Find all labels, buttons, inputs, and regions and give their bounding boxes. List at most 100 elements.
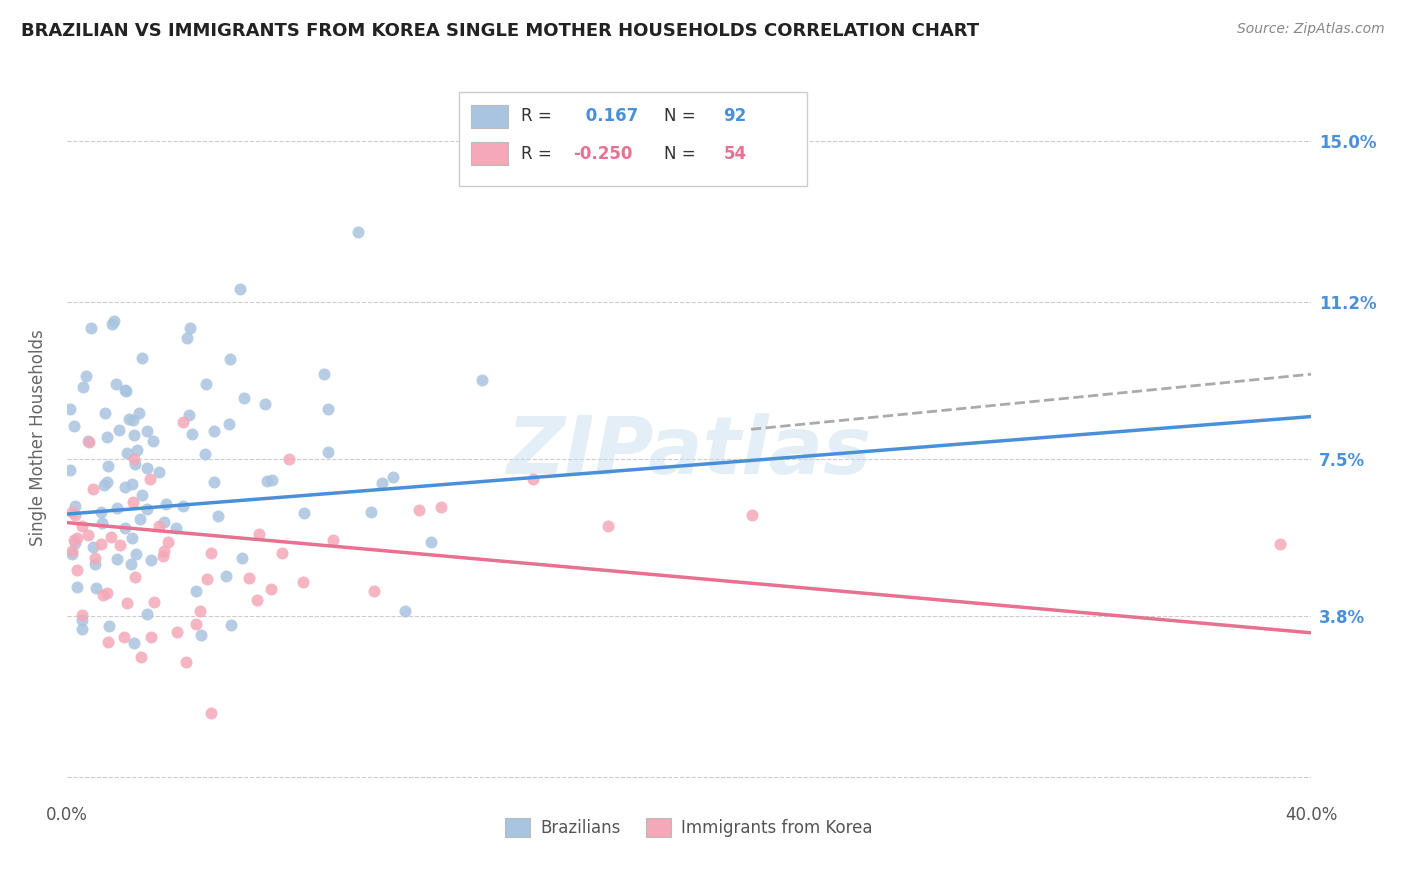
FancyBboxPatch shape — [471, 143, 509, 165]
Point — [97, 635, 120, 649]
Point — [59, 463, 82, 477]
Point — [215, 569, 238, 583]
Point — [194, 447, 217, 461]
Point — [115, 446, 138, 460]
Point — [101, 318, 124, 332]
Point — [238, 571, 260, 585]
Point — [142, 595, 165, 609]
Point — [128, 406, 150, 420]
Point — [188, 604, 211, 618]
Point — [63, 536, 86, 550]
Point — [1268, 537, 1291, 551]
Point — [202, 425, 225, 439]
Text: ZIPatlas: ZIPatlas — [506, 413, 872, 491]
Point — [430, 500, 453, 515]
Text: 0.167: 0.167 — [581, 107, 638, 126]
Point — [112, 630, 135, 644]
Text: BRAZILIAN VS IMMIGRANTS FROM KOREA SINGLE MOTHER HOUSEHOLDS CORRELATION CHART: BRAZILIAN VS IMMIGRANTS FROM KOREA SINGL… — [21, 22, 979, 40]
Point — [122, 427, 145, 442]
Point — [124, 452, 146, 467]
Point — [253, 397, 276, 411]
Point — [136, 461, 159, 475]
Point — [186, 583, 208, 598]
Point — [96, 586, 118, 600]
Point — [62, 547, 84, 561]
Point — [219, 352, 242, 367]
Point — [246, 593, 269, 607]
Point — [218, 417, 240, 432]
Point — [200, 706, 222, 721]
Point — [363, 583, 385, 598]
Point — [66, 531, 89, 545]
Point — [139, 630, 162, 644]
Point — [93, 477, 115, 491]
Point — [127, 443, 149, 458]
Point — [115, 596, 138, 610]
Point — [96, 458, 118, 473]
Point — [371, 476, 394, 491]
Point — [155, 497, 177, 511]
Text: N =: N = — [664, 107, 696, 126]
Point — [180, 427, 202, 442]
Point — [139, 472, 162, 486]
FancyBboxPatch shape — [458, 92, 807, 186]
Point — [120, 558, 142, 572]
Point — [148, 465, 170, 479]
Point — [66, 563, 89, 577]
Point — [197, 572, 219, 586]
Point — [360, 505, 382, 519]
Point — [179, 321, 201, 335]
Point — [108, 538, 131, 552]
Point — [139, 553, 162, 567]
Point — [125, 547, 148, 561]
Point — [63, 533, 86, 547]
Point — [322, 533, 344, 547]
Point — [77, 434, 100, 449]
Point — [382, 470, 405, 484]
Point — [63, 419, 86, 434]
Point — [136, 607, 159, 621]
Point — [107, 424, 129, 438]
Point — [190, 628, 212, 642]
Text: 54: 54 — [724, 145, 747, 163]
Point — [152, 544, 174, 558]
Point — [347, 225, 370, 239]
Point — [77, 434, 100, 449]
Point — [114, 383, 136, 397]
Point — [292, 506, 315, 520]
Legend: Brazilians, Immigrants from Korea: Brazilians, Immigrants from Korea — [499, 812, 879, 844]
Point — [70, 607, 93, 622]
Point — [114, 480, 136, 494]
Point — [157, 534, 180, 549]
Point — [84, 551, 107, 566]
Point — [131, 488, 153, 502]
Point — [314, 367, 336, 381]
Point — [316, 402, 339, 417]
Point — [90, 536, 112, 550]
Point — [247, 526, 270, 541]
FancyBboxPatch shape — [471, 105, 509, 128]
Point — [105, 552, 128, 566]
Point — [114, 521, 136, 535]
Point — [91, 588, 114, 602]
Point — [270, 546, 292, 560]
Point — [70, 519, 93, 533]
Point — [105, 377, 128, 392]
Point — [121, 494, 143, 508]
Point — [70, 622, 93, 636]
Point — [60, 544, 83, 558]
Point — [420, 534, 443, 549]
Point — [260, 582, 283, 597]
Point — [316, 445, 339, 459]
Point — [90, 516, 112, 531]
Point — [70, 613, 93, 627]
Point — [90, 505, 112, 519]
Point — [115, 384, 138, 398]
Point — [195, 376, 218, 391]
Point — [256, 475, 278, 489]
Point — [152, 549, 174, 563]
Point — [174, 656, 197, 670]
Point — [59, 402, 82, 417]
Point — [98, 618, 121, 632]
Point — [129, 512, 152, 526]
